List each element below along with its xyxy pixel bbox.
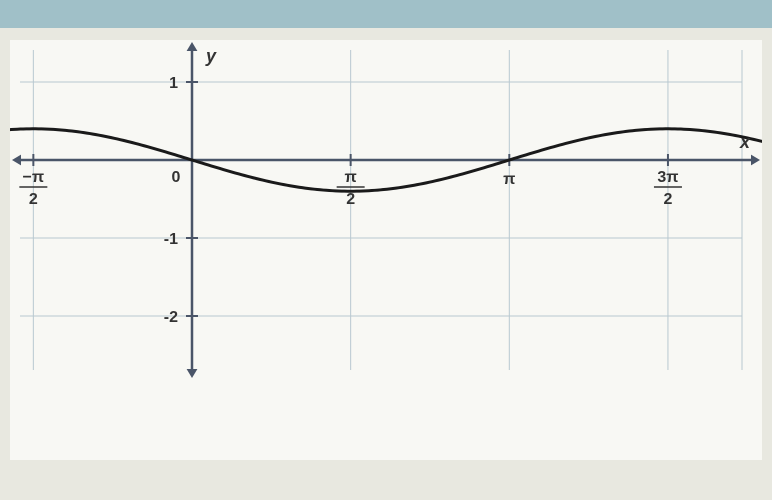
svg-text:2: 2	[346, 191, 355, 208]
top-strip	[0, 0, 772, 28]
svg-text:-1: -1	[164, 231, 178, 248]
svg-text:π: π	[503, 171, 515, 188]
svg-text:y: y	[205, 46, 217, 66]
svg-text:-2: -2	[164, 309, 178, 326]
svg-text:x: x	[739, 132, 751, 152]
svg-text:−π: −π	[23, 169, 45, 186]
svg-text:1: 1	[169, 75, 178, 92]
svg-text:3π: 3π	[657, 169, 678, 186]
chart-container: xy−π20π2π3π22π1-1-2	[10, 40, 762, 460]
sine-chart: xy−π20π2π3π22π1-1-2	[10, 40, 762, 380]
svg-text:2: 2	[29, 191, 38, 208]
page-background: xy−π20π2π3π22π1-1-2	[0, 0, 772, 500]
svg-text:2: 2	[663, 191, 672, 208]
svg-text:π: π	[345, 169, 357, 186]
svg-text:0: 0	[172, 169, 181, 186]
